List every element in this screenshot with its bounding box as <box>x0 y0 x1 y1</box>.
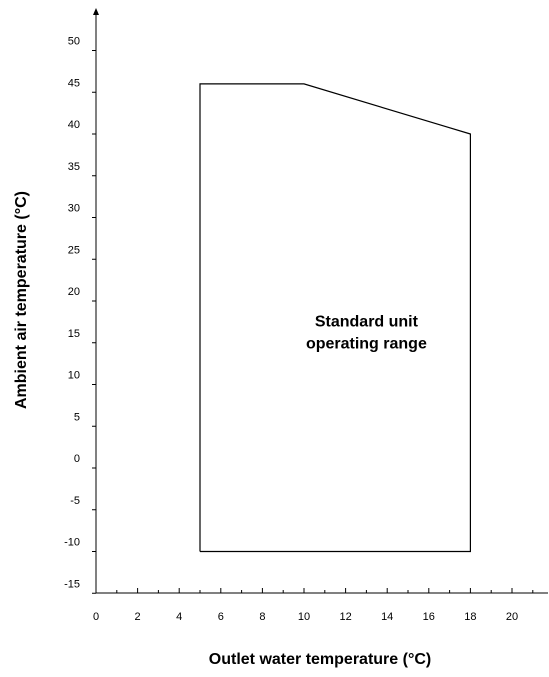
x-tick-label: 20 <box>506 611 518 623</box>
x-tick-label: 12 <box>339 611 351 623</box>
y-tick-label: 40 <box>68 119 80 131</box>
y-tick-label: 15 <box>68 328 80 340</box>
y-tick-label: 5 <box>74 411 80 423</box>
x-tick-label: 6 <box>218 611 224 623</box>
y-tick-label: 20 <box>68 286 80 298</box>
operating-range-outline <box>199 83 471 553</box>
y-tick-label: 25 <box>68 244 80 256</box>
x-axis-title: Outlet water temperature (°C) <box>209 651 431 668</box>
y-axis-arrow <box>93 8 99 15</box>
y-tick-label: 35 <box>68 161 80 173</box>
y-axis-title: Ambient air temperature (°C) <box>13 191 30 409</box>
x-axis-ticks: 0 2 4 6 8 10 12 14 16 18 20 <box>93 588 534 623</box>
operating-region: Standard unit operating range <box>199 83 471 553</box>
x-tick-label: 2 <box>135 611 141 623</box>
region-label-line-2: operating range <box>306 335 427 352</box>
y-tick-label: 50 <box>68 36 80 48</box>
x-tick-label: 4 <box>176 611 182 623</box>
region-label-line-1: Standard unit <box>315 313 419 330</box>
y-tick-label: 30 <box>68 203 80 215</box>
y-tick-label: -15 <box>64 578 80 590</box>
x-tick-label: 18 <box>464 611 476 623</box>
x-tick-label: 8 <box>259 611 265 623</box>
y-tick-label: 10 <box>68 370 80 382</box>
axes <box>93 8 548 594</box>
y-tick-label: 45 <box>68 77 80 89</box>
x-tick-label: 0 <box>93 611 99 623</box>
x-tick-label: 10 <box>298 611 310 623</box>
y-tick-label: -10 <box>64 537 80 549</box>
x-tick-label: 16 <box>423 611 435 623</box>
y-tick-label: 0 <box>74 453 80 465</box>
x-tick-label: 14 <box>381 611 393 623</box>
y-axis-ticks: -15 -10 -5 0 5 10 15 20 25 30 35 40 45 50 <box>64 36 96 594</box>
y-tick-label: -5 <box>70 495 80 507</box>
